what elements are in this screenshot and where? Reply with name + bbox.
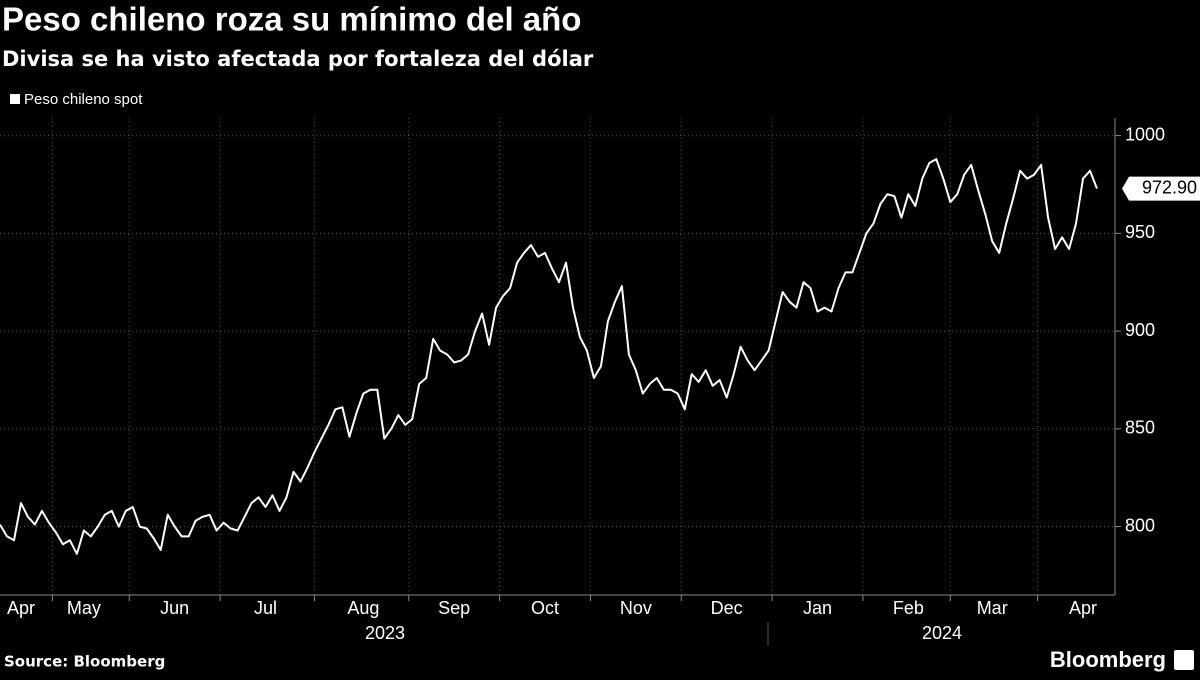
- source: Source: Bloomberg: [4, 653, 165, 671]
- x-tick-label: Jul: [254, 598, 277, 618]
- y-tick-label: 800: [1125, 515, 1155, 535]
- x-tick-label: Jun: [160, 598, 189, 618]
- y-tick-label: 850: [1125, 418, 1155, 438]
- chart-title: Peso chileno roza su mínimo del año: [2, 1, 581, 38]
- brand: Bloomberg: [1050, 647, 1166, 672]
- x-tick-label: Oct: [531, 598, 559, 618]
- x-tick-label: Feb: [893, 598, 924, 618]
- x-tick-label: Dec: [711, 598, 743, 618]
- x-tick-label: Mar: [977, 598, 1008, 618]
- x-tick-label: Apr: [7, 598, 35, 618]
- chart-subtitle: Divisa se ha visto afectada por fortalez…: [2, 47, 594, 71]
- y-tick-label: 950: [1125, 222, 1155, 242]
- legend-label: Peso chileno spot: [24, 91, 143, 108]
- legend-swatch: [10, 94, 20, 104]
- value-label: 972.90: [1142, 177, 1197, 197]
- x-group-label: 2023: [365, 623, 405, 643]
- x-tick-label: Aug: [347, 598, 379, 618]
- brand-icon: [1174, 650, 1194, 670]
- x-tick-label: Sep: [438, 598, 470, 618]
- y-tick-label: 900: [1125, 320, 1155, 340]
- x-tick-label: Jan: [803, 598, 832, 618]
- x-tick-label: May: [67, 598, 101, 618]
- x-tick-label: Apr: [1069, 598, 1097, 618]
- value-label-box: [1122, 176, 1200, 201]
- line: [0, 158, 1098, 555]
- x-group-label: 2024: [922, 623, 962, 643]
- y-tick-label: 1000: [1125, 124, 1165, 144]
- x-tick-label: Nov: [620, 598, 652, 618]
